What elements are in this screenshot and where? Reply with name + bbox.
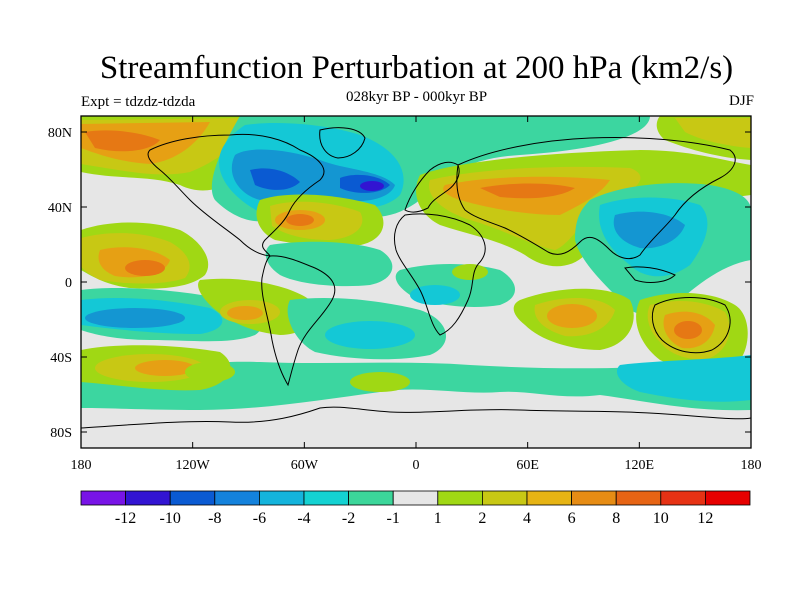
field-ne-pacific-core <box>675 118 751 148</box>
field-southern-ocean-mid <box>616 355 751 402</box>
colorbar-swatch <box>437 490 483 506</box>
colorbar-label: 1 <box>434 510 442 527</box>
colorbar-swatch <box>571 490 617 506</box>
field-indian-positive <box>452 264 488 280</box>
field-south-pacific-core <box>85 308 185 328</box>
colorbar-swatch <box>303 490 349 506</box>
x-tick-label: 120E <box>625 458 655 473</box>
field-southern-ocean-negative <box>81 360 751 411</box>
coast-antarctica <box>81 406 751 429</box>
colorbar-label: -12 <box>115 510 136 527</box>
y-tick-label: 40N <box>48 201 72 216</box>
field-east-asia-core <box>613 211 685 249</box>
x-tick-label: 180 <box>741 458 762 473</box>
coast-north-america <box>147 133 325 257</box>
coast-africa <box>393 213 486 336</box>
field-atlantic-min <box>360 181 384 191</box>
colorbar-label: -10 <box>160 510 181 527</box>
field-atlantic-pos-max <box>286 214 314 226</box>
field-north-pacific-peak <box>85 130 160 152</box>
colorbar-swatch <box>214 490 260 506</box>
colorbar-label: 2 <box>478 510 486 527</box>
colorbar-label: -2 <box>342 510 355 527</box>
field-eurasia-max <box>480 183 575 199</box>
field-s-atlantic-positive <box>350 372 410 392</box>
colorbar-label: 4 <box>523 510 531 527</box>
colorbar-swatch <box>125 490 171 506</box>
field-s-atlantic-mid <box>325 321 415 349</box>
coastlines <box>81 127 751 429</box>
field-africa-mid <box>410 285 460 305</box>
colorbar-label: -4 <box>297 510 310 527</box>
colorbar-swatch <box>348 490 394 506</box>
colorbar-swatch <box>80 490 126 506</box>
coast-australia <box>651 297 731 354</box>
colorbar-swatch <box>169 490 216 506</box>
colorbar-label: -6 <box>253 510 266 527</box>
y-tick-label: 80S <box>50 426 72 441</box>
colorbar-swatch <box>258 490 305 506</box>
colorbar-swatch <box>705 490 751 506</box>
coast-greenland <box>319 127 366 159</box>
coast-south-america <box>261 255 336 387</box>
y-axis: 80N 40N 0 40S 80S <box>48 126 751 441</box>
x-tick-label: 0 <box>413 458 420 473</box>
chart-title: Streamfunction Perturbation at 200 hPa (… <box>99 50 734 86</box>
chart-subtitle: 028kyr BP - 000kyr BP <box>345 89 488 105</box>
colorbar-swatch <box>660 490 706 506</box>
field-south-indian-max <box>547 304 597 328</box>
colorbar-swatch <box>481 490 528 506</box>
colorbar-swatch <box>526 490 572 506</box>
field-south-band-max <box>135 360 195 376</box>
colorbar-label: 6 <box>568 510 576 527</box>
field-hudson-max <box>250 168 300 190</box>
season-label: DJF <box>728 93 754 109</box>
experiment-label: Expt = tdzdz-tdzda <box>81 94 196 110</box>
colorbar-swatch <box>392 490 439 506</box>
field-australia-max <box>674 321 702 339</box>
field-south-pacific-pos-max <box>227 306 263 320</box>
x-tick-label: 60E <box>516 458 539 473</box>
colorbar-label: 12 <box>697 510 713 527</box>
y-tick-label: 0 <box>65 276 72 291</box>
coast-asia <box>456 137 736 260</box>
x-tick-label: 180 <box>71 458 92 473</box>
coast-maritime-asia <box>624 266 676 283</box>
field-tropical-pacific-max <box>125 260 165 276</box>
colorbar-swatch <box>615 490 662 506</box>
x-tick-label: 120W <box>176 458 211 473</box>
field-south-atlantic-pos2 <box>185 362 235 382</box>
streamfunction-field <box>81 116 751 411</box>
field-s-america-negative <box>265 241 393 287</box>
y-tick-label: 40S <box>50 351 72 366</box>
x-tick-label: 60W <box>291 458 319 473</box>
colorbar-label: 8 <box>612 510 620 527</box>
colorbar-label: -1 <box>387 510 400 527</box>
colorbar-label: -8 <box>208 510 221 527</box>
colorbar-label: 10 <box>653 510 669 527</box>
x-axis: 180 120W 60W 0 60E 120E 180 <box>71 116 762 473</box>
y-tick-label: 80N <box>48 126 72 141</box>
colorbar: -12 -10 -8 -6 -4 -2 -1 1 2 4 6 8 10 12 <box>80 490 751 527</box>
